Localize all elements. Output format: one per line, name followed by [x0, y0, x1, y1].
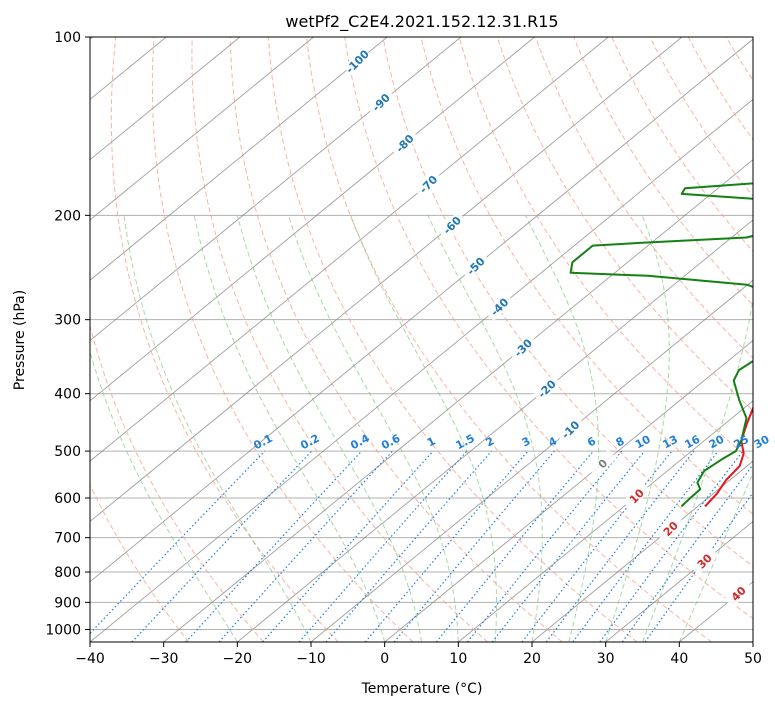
y-axis-label: Pressure (hPa)	[12, 290, 28, 390]
x-tick-label: 50	[744, 651, 762, 667]
y-tick-label: 200	[54, 208, 81, 224]
y-tick-label: 500	[54, 444, 81, 460]
x-axis-label: Temperature (°C)	[361, 681, 483, 697]
y-tick-label: 700	[54, 531, 81, 547]
y-tick-label: 1000	[45, 622, 81, 638]
x-tick-label: 20	[523, 651, 541, 667]
chart-title: wetPf2_C2E4.2021.152.12.31.R15	[285, 12, 558, 32]
x-tick-label: −10	[296, 651, 326, 667]
y-tick-label: 100	[54, 30, 81, 46]
x-tick-label: 30	[597, 651, 615, 667]
x-tick-label: −40	[75, 651, 105, 667]
y-tick-label: 800	[54, 565, 81, 581]
x-tick-label: 10	[449, 651, 467, 667]
y-tick-label: 400	[54, 387, 81, 403]
y-tick-label: 900	[54, 595, 81, 611]
x-tick-label: −20	[223, 651, 253, 667]
x-tick-label: 40	[670, 651, 688, 667]
x-tick-label: 0	[380, 651, 389, 667]
y-tick-label: 600	[54, 491, 81, 507]
y-tick-label: 300	[54, 313, 81, 329]
x-tick-label: −30	[149, 651, 179, 667]
